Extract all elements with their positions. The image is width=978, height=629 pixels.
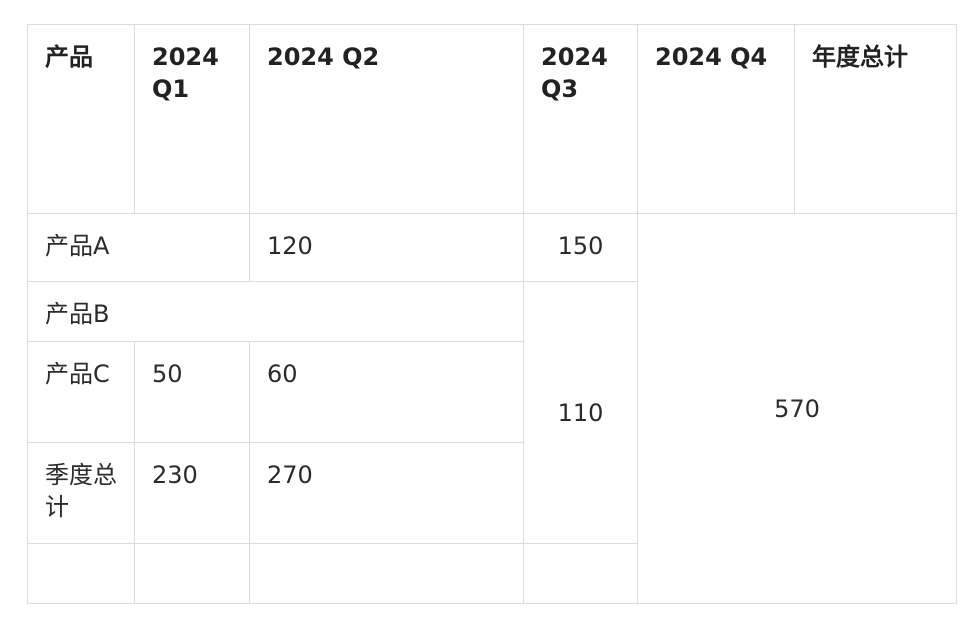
empty-cell bbox=[27, 543, 135, 604]
cell-product-c-q1: 50 bbox=[134, 341, 250, 443]
data-table-container: 产品 2024 Q1 2024 Q2 2024 Q3 2024 Q4 年度总计 … bbox=[27, 24, 957, 604]
header-row: 产品 2024 Q1 2024 Q2 2024 Q3 2024 Q4 年度总计 bbox=[27, 24, 957, 214]
cell-quarter-total-q2: 270 bbox=[249, 442, 524, 544]
quarterly-sales-table: 产品 2024 Q1 2024 Q2 2024 Q3 2024 Q4 年度总计 … bbox=[27, 24, 957, 604]
header-q3: 2024 Q3 bbox=[523, 24, 638, 214]
cell-product-a-q2: 120 bbox=[249, 213, 524, 282]
cell-product-c-q2: 60 bbox=[249, 341, 524, 443]
row-label-product-c: 产品C bbox=[27, 341, 135, 443]
header-product: 产品 bbox=[27, 24, 135, 214]
row-label-product-a: 产品A bbox=[27, 213, 250, 282]
cell-annual-total: 570 bbox=[637, 213, 957, 604]
cell-product-c-q3: 110 bbox=[523, 281, 638, 544]
row-label-product-b: 产品B bbox=[27, 281, 524, 342]
header-q2: 2024 Q2 bbox=[249, 24, 524, 214]
row-label-quarter-total: 季度总计 bbox=[27, 442, 135, 544]
table-row-empty bbox=[27, 543, 957, 604]
table-row: 季度总计 230 270 bbox=[27, 442, 957, 544]
header-q1: 2024 Q1 bbox=[134, 24, 250, 214]
empty-cell bbox=[134, 543, 250, 604]
cell-product-a-q3: 150 bbox=[523, 213, 638, 282]
table-row: 产品B 110 bbox=[27, 281, 957, 544]
table-row: 产品A 120 150 570 bbox=[27, 213, 957, 604]
header-q4: 2024 Q4 bbox=[637, 24, 795, 214]
empty-cell bbox=[249, 543, 524, 604]
empty-cell bbox=[523, 543, 638, 604]
header-annual-total: 年度总计 bbox=[794, 24, 957, 214]
cell-quarter-total-q1: 230 bbox=[134, 442, 250, 544]
